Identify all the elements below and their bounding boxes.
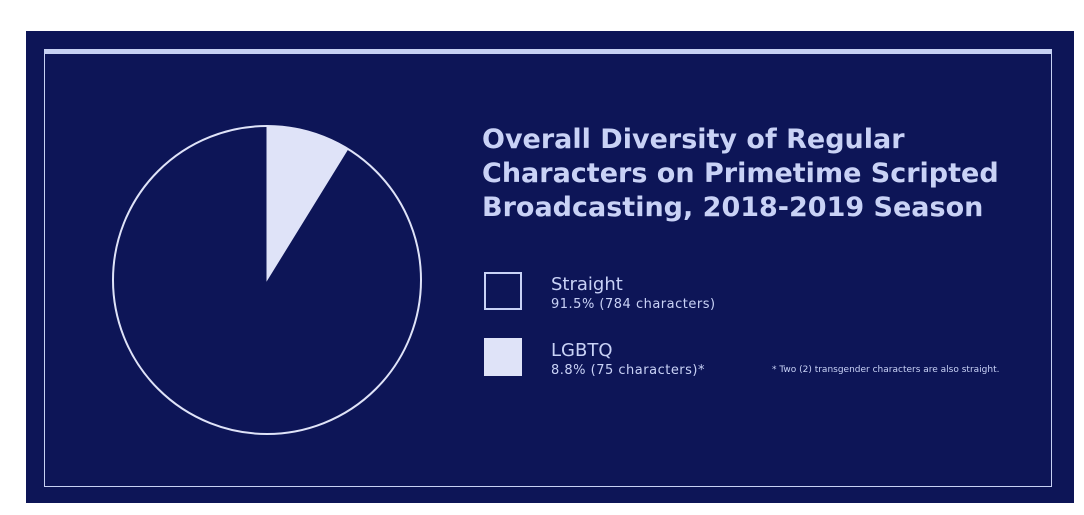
panel-top-rule — [44, 49, 1052, 54]
footnote: * Two (2) transgender characters are als… — [772, 365, 1000, 375]
pie-chart — [112, 125, 422, 435]
legend-value-lgbtq: 8.8% (75 characters)* — [551, 363, 706, 378]
legend-swatch-straight — [484, 272, 522, 310]
legend-label-straight: Straight — [551, 274, 623, 295]
legend-value-straight: 91.5% (784 characters) — [551, 297, 716, 312]
pie-slice-lgbtq — [266, 125, 349, 282]
legend-label-lgbtq: LGBTQ — [551, 340, 613, 361]
legend-swatch-lgbtq — [484, 338, 522, 376]
chart-panel: Overall Diversity of Regular Characters … — [26, 31, 1074, 503]
chart-title: Overall Diversity of Regular Characters … — [482, 124, 999, 223]
